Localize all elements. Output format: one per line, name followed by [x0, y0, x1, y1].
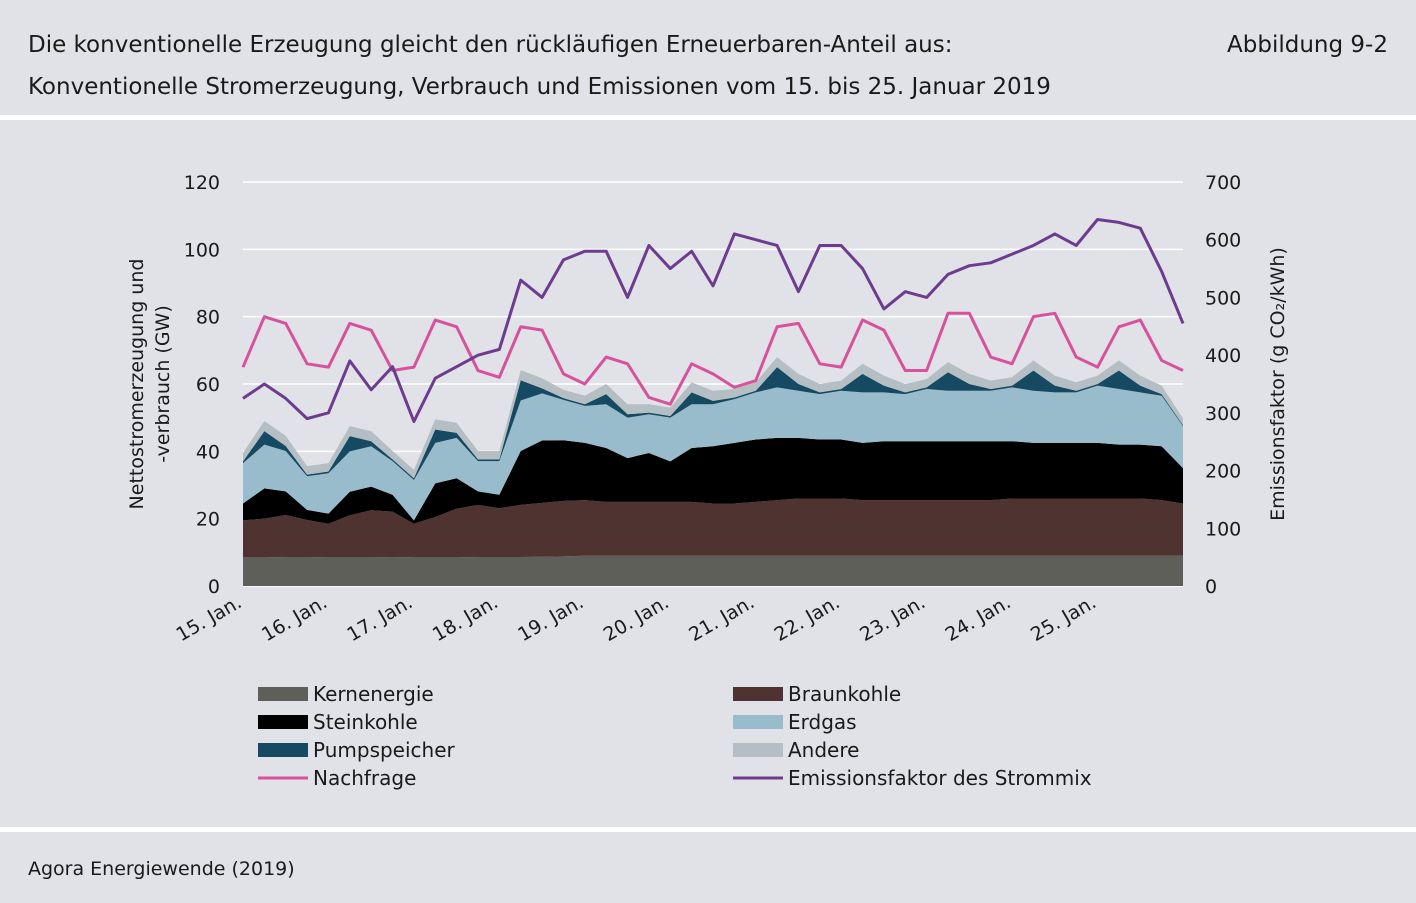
legend-label: Pumpspeicher: [313, 738, 456, 762]
legend-swatch: [733, 687, 783, 701]
legend-label: Andere: [788, 738, 859, 762]
x-tick-label: 19. Jan.: [514, 591, 587, 646]
y-axis-label-left-line2: -verbrauch (GW): [152, 305, 174, 463]
legend-label: Kernenergie: [313, 682, 434, 706]
x-tick-label: 25. Jan.: [1027, 591, 1100, 646]
source-note: Agora Energiewende (2019): [28, 858, 295, 880]
legend-label: Steinkohle: [313, 710, 418, 734]
footer-divider: [0, 827, 1416, 832]
stacked-areas: [243, 357, 1183, 586]
right-tick-label: 300: [1205, 403, 1241, 425]
line-emissionsfaktor-des-strommix: [242, 218, 1185, 424]
left-tick-label: 40: [196, 441, 220, 463]
legend-swatch: [733, 743, 783, 757]
y-axis-label-left: Nettostromerzeugung und -verbrauch (GW): [126, 259, 174, 510]
area-kernenergie: [243, 555, 1183, 586]
left-tick-label: 80: [196, 307, 220, 329]
title-line-1: Die konventionelle Erzeugung gleicht den…: [28, 32, 953, 58]
area-braunkohle: [243, 498, 1183, 558]
left-tick-label: 20: [196, 509, 220, 531]
left-tick-label: 0: [208, 576, 220, 598]
x-tick-label: 20. Jan.: [600, 591, 673, 646]
x-tick-label: 24. Jan.: [942, 591, 1015, 646]
area-erdgas: [243, 385, 1183, 521]
left-tick-label: 60: [196, 374, 220, 396]
legend-swatch: [258, 743, 308, 757]
right-tick-label: 500: [1205, 287, 1241, 309]
right-tick-label: 700: [1205, 172, 1241, 194]
x-tick-label: 23. Jan.: [856, 591, 929, 646]
header-divider: [0, 115, 1416, 120]
legend-swatch: [258, 715, 308, 729]
legend-label: Braunkohle: [788, 682, 901, 706]
y-axis-label-left-line1: Nettostromerzeugung und: [126, 259, 148, 510]
x-tick-label: 22. Jan.: [771, 591, 844, 646]
x-tick-label: 18. Jan.: [429, 591, 502, 646]
line-nachfrage: [241, 311, 1184, 406]
legend-swatch: [733, 715, 783, 729]
x-tick-label: 17. Jan.: [343, 591, 416, 646]
x-tick-label: 16. Jan.: [258, 591, 331, 646]
line-series: [241, 218, 1185, 424]
left-tick-label: 100: [184, 239, 220, 261]
right-tick-label: 0: [1205, 576, 1217, 598]
right-tick-label: 200: [1205, 461, 1241, 483]
legend-swatch: [258, 687, 308, 701]
x-tick-label: 15. Jan.: [172, 591, 245, 646]
legend-label: Erdgas: [788, 710, 857, 734]
left-tick-label: 120: [184, 172, 220, 194]
area-steinkohle: [243, 437, 1183, 524]
right-tick-label: 400: [1205, 345, 1241, 367]
figure-label: Abbildung 9-2: [1227, 32, 1388, 58]
right-tick-label: 600: [1205, 230, 1241, 252]
title-line-2: Konventionelle Stromerzeugung, Verbrauch…: [28, 74, 1051, 100]
legend-label: Emissionsfaktor des Strommix: [788, 766, 1092, 790]
right-tick-label: 100: [1205, 518, 1241, 540]
legend: Kernenergie Braunkohle Steinkohle Erdgas Pum…: [258, 682, 1092, 790]
y-axis-label-right: Emissionsfaktor (g CO₂/kWh): [1267, 247, 1289, 521]
chart-title: Die konventionelle Erzeugung gleicht den…: [28, 24, 1051, 108]
x-tick-label: 21. Jan.: [685, 591, 758, 646]
legend-label: Nachfrage: [313, 766, 416, 790]
